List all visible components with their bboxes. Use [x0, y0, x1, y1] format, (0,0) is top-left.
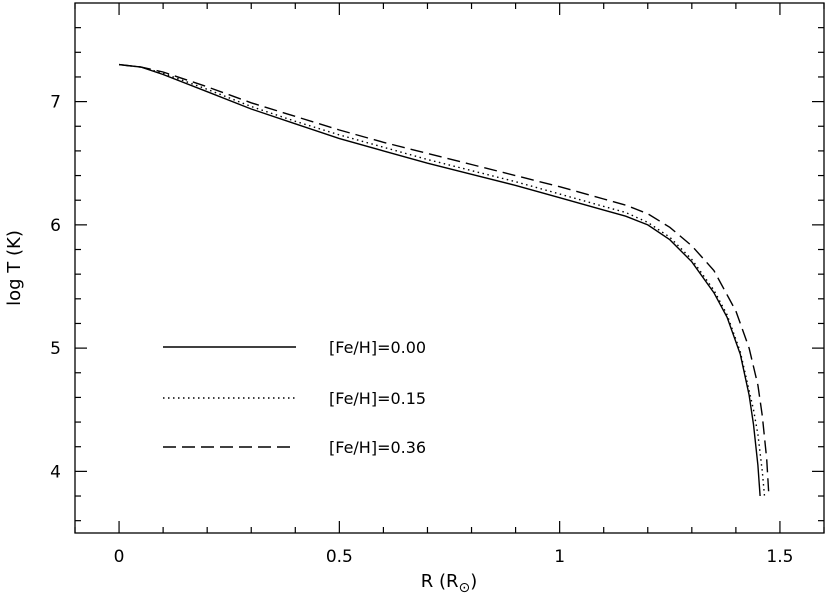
series-line-dashed — [119, 63, 770, 497]
y-tick-label: 7 — [50, 93, 61, 113]
axis-ticks — [74, 3, 825, 533]
legend-label: [Fe/H]=0.15 — [329, 389, 426, 408]
x-axis-title: R (R⊙) — [421, 571, 478, 596]
plot-frame — [74, 2, 825, 534]
x-axis-title-close: ) — [470, 571, 477, 592]
y-tick-label: 4 — [50, 462, 61, 482]
x-tick-label: 0 — [114, 547, 125, 567]
x-tick-label: 0.5 — [326, 547, 353, 567]
y-axis-title: log T (K) — [4, 230, 25, 306]
y-tick-label: 6 — [50, 216, 61, 236]
axis-tick-labels: 0 0.5 1 1.5 4 5 6 7 — [50, 93, 793, 567]
legend-label: [Fe/H]=0.36 — [329, 438, 426, 457]
x-tick-label: 1.5 — [766, 547, 793, 567]
legend: [Fe/H]=0.00 [Fe/H]=0.15 [Fe/H]=0.36 — [163, 338, 426, 457]
series-lines — [119, 63, 770, 497]
series-line-solid — [119, 63, 761, 497]
x-tick-label: 1 — [554, 547, 565, 567]
y-tick-label: 5 — [50, 339, 61, 359]
solar-symbol: ⊙ — [459, 580, 471, 596]
x-axis-title-main: R (R — [421, 571, 459, 592]
series-line-dotted — [119, 63, 766, 497]
legend-label: [Fe/H]=0.00 — [329, 338, 426, 357]
